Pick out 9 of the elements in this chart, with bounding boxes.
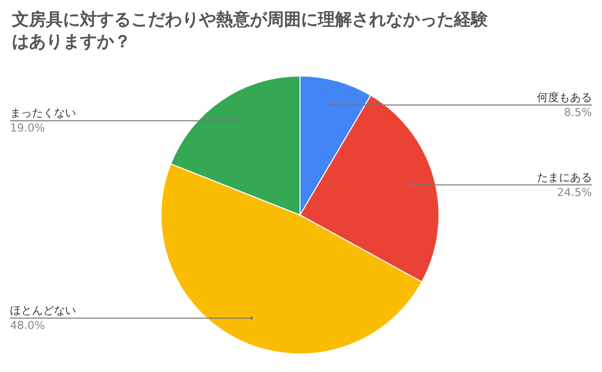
slice-label: まったくない <box>10 106 76 120</box>
slice-label: 何度もある <box>537 91 592 104</box>
data-label: 8.5% <box>564 106 592 120</box>
data-label: 19.0% <box>10 122 45 135</box>
slice-label: たまにある <box>537 170 592 184</box>
chart-title: 文房具に対するこだわりや熱意が周囲に理解されなかった経験はありますか？ <box>11 10 489 52</box>
data-label: 48.0% <box>10 319 45 332</box>
data-label: 24.5% <box>557 186 592 199</box>
slice-label: ほとんどない <box>10 304 76 318</box>
